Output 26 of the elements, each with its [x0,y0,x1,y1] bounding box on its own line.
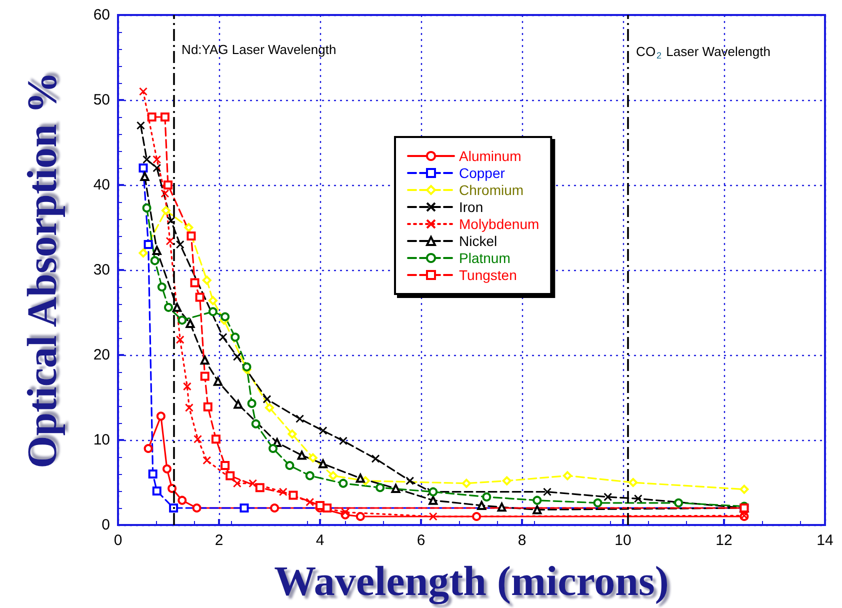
y-axis-title: Optical Absorption % [20,72,66,468]
y-tick-label: 60 [93,6,110,24]
y-tick-label: 0 [102,516,110,534]
x-tick-label: 8 [518,532,526,549]
x-tick-label: 4 [316,532,324,549]
x-tick-label: 0 [114,532,122,549]
legend-label: Chromium [459,182,524,198]
y-tick-label: 20 [93,346,110,364]
legend-label: Copper [459,165,506,181]
ref-line-label: Nd:YAG Laser Wavelength [182,42,336,57]
x-axis-title: Wavelength (microns) [274,559,669,605]
x-tick-label: 2 [214,532,224,549]
y-tick-label: 50 [93,92,110,108]
legend-label: Iron [459,199,484,215]
legend-label: Tungsten [459,267,517,283]
y-tick-label: 10 [93,432,110,448]
x-tick-label: 14 [816,532,834,549]
legend-label: Aluminum [459,148,522,164]
y-tick-label: 30 [93,262,110,278]
legend-label: Platnum [459,250,510,266]
legend-label: Nickel [459,233,498,249]
legend-label: Molybdenum [459,216,540,232]
x-tick-label: 6 [416,532,426,549]
y-tick-label: 40 [93,176,110,194]
x-tick-label: 10 [614,532,632,549]
x-tick-label: 12 [716,532,732,549]
